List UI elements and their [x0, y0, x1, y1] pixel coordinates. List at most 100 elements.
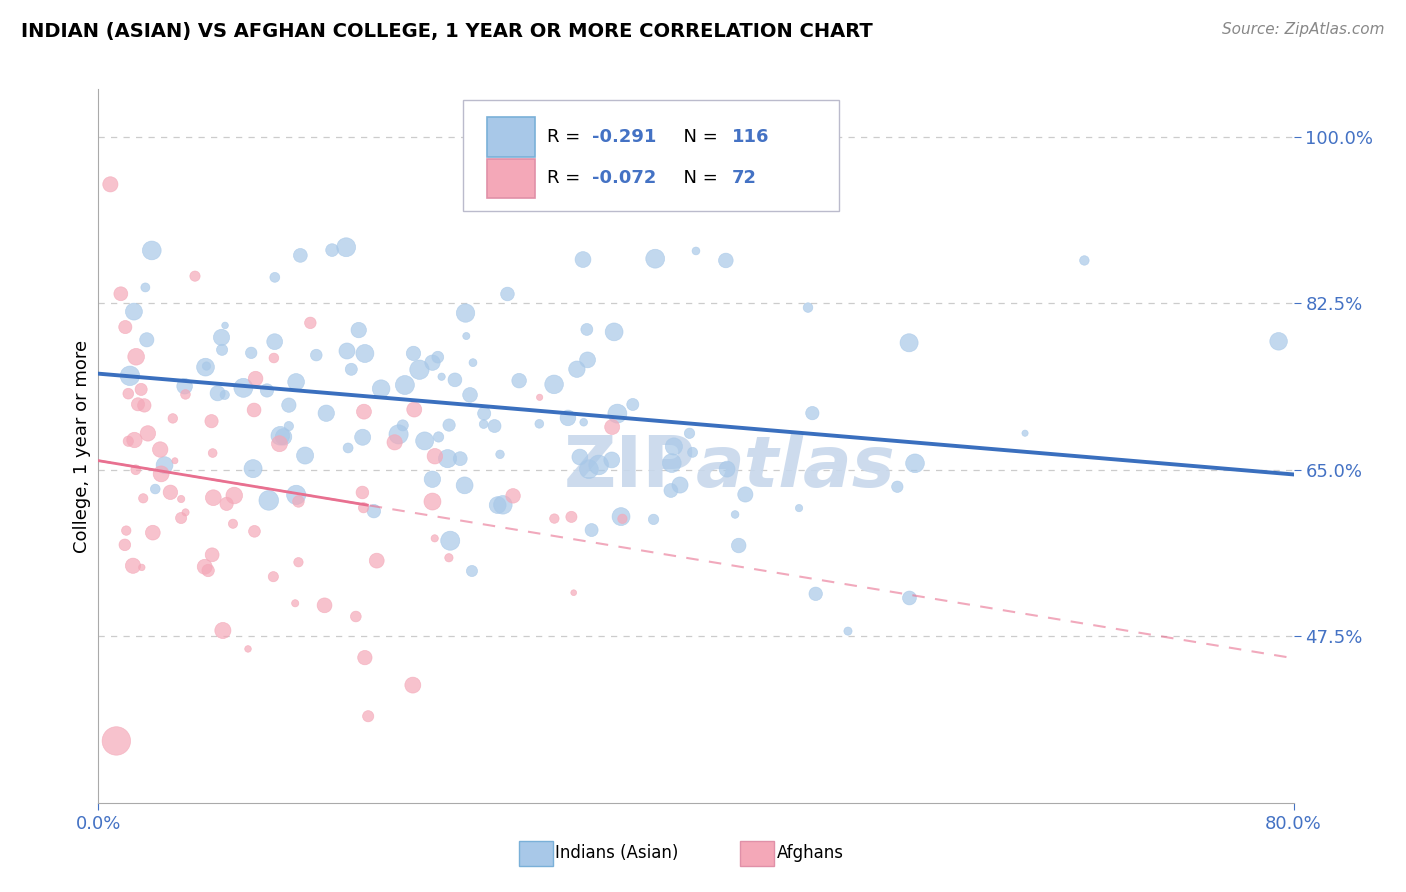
Point [603, 325, 626, 339]
Point [212, 624, 235, 638]
Point [669, 478, 692, 492]
Point [600, 420, 623, 434]
Point [454, 306, 477, 320]
Point [135, 333, 157, 347]
Point [352, 485, 374, 500]
Point [201, 548, 224, 562]
Point [284, 596, 307, 610]
Point [337, 441, 360, 455]
Point [568, 450, 591, 464]
Point [201, 446, 224, 460]
Point [129, 383, 152, 397]
Point [502, 489, 524, 503]
Point [363, 504, 385, 518]
Point [215, 497, 238, 511]
Point [904, 456, 927, 470]
Point [787, 501, 810, 516]
Point [370, 382, 392, 396]
Point [643, 512, 665, 526]
Point [174, 387, 197, 401]
Point [461, 356, 484, 370]
Point [336, 343, 359, 358]
Point [422, 494, 444, 508]
Point [256, 384, 278, 398]
Point [404, 402, 426, 417]
Point [610, 509, 633, 524]
Point [163, 454, 186, 468]
Text: Afghans: Afghans [778, 845, 844, 863]
Text: ZIP: ZIP [564, 433, 696, 502]
Point [269, 429, 291, 443]
Point [472, 417, 495, 431]
Point [734, 487, 756, 501]
Point [422, 356, 444, 370]
Point [529, 417, 551, 431]
Point [644, 252, 666, 266]
Point [197, 564, 219, 578]
Point [118, 368, 141, 383]
Point [436, 451, 458, 466]
Text: N =: N = [672, 169, 724, 187]
Point [245, 371, 267, 385]
Point [529, 390, 551, 404]
Point [285, 488, 308, 502]
Point [422, 472, 444, 486]
Point [472, 407, 495, 421]
Point [134, 398, 156, 412]
FancyBboxPatch shape [486, 159, 534, 198]
Point [427, 430, 450, 444]
Point [391, 418, 413, 433]
Point [678, 426, 700, 441]
Point [263, 334, 285, 349]
Point [207, 386, 229, 401]
Point [437, 550, 460, 565]
Point [437, 418, 460, 433]
Point [211, 330, 233, 344]
Point [131, 560, 153, 574]
Point [114, 538, 136, 552]
Point [1267, 334, 1289, 349]
Point [149, 442, 172, 457]
Point [347, 323, 370, 337]
Point [344, 609, 367, 624]
Point [801, 406, 824, 420]
FancyBboxPatch shape [519, 840, 553, 866]
Point [124, 433, 146, 447]
Point [184, 269, 207, 284]
Point [797, 301, 820, 315]
Point [508, 374, 530, 388]
Point [384, 435, 406, 450]
Point [453, 478, 475, 492]
Point [588, 458, 610, 472]
Point [621, 397, 644, 411]
Point [492, 498, 515, 512]
Point [560, 509, 582, 524]
Point [576, 352, 599, 367]
Point [232, 381, 254, 395]
Point [240, 346, 263, 360]
FancyBboxPatch shape [740, 840, 773, 866]
Point [837, 624, 859, 639]
Point [132, 491, 155, 506]
Point [136, 426, 159, 441]
Point [214, 388, 236, 402]
Point [150, 467, 173, 481]
Point [115, 524, 138, 538]
Point [262, 569, 284, 583]
Point [122, 558, 145, 573]
Point [127, 397, 149, 411]
Point [423, 449, 446, 463]
Text: 116: 116 [733, 128, 769, 146]
Point [612, 512, 634, 526]
Point [243, 403, 266, 417]
Text: -0.072: -0.072 [592, 169, 657, 187]
Y-axis label: College, 1 year or more: College, 1 year or more [73, 340, 91, 552]
Point [214, 318, 236, 333]
Point [354, 650, 377, 665]
Point [194, 360, 217, 375]
Point [353, 405, 375, 419]
Point [159, 485, 181, 500]
Point [489, 447, 512, 461]
Point [543, 511, 565, 525]
Point [423, 532, 446, 546]
